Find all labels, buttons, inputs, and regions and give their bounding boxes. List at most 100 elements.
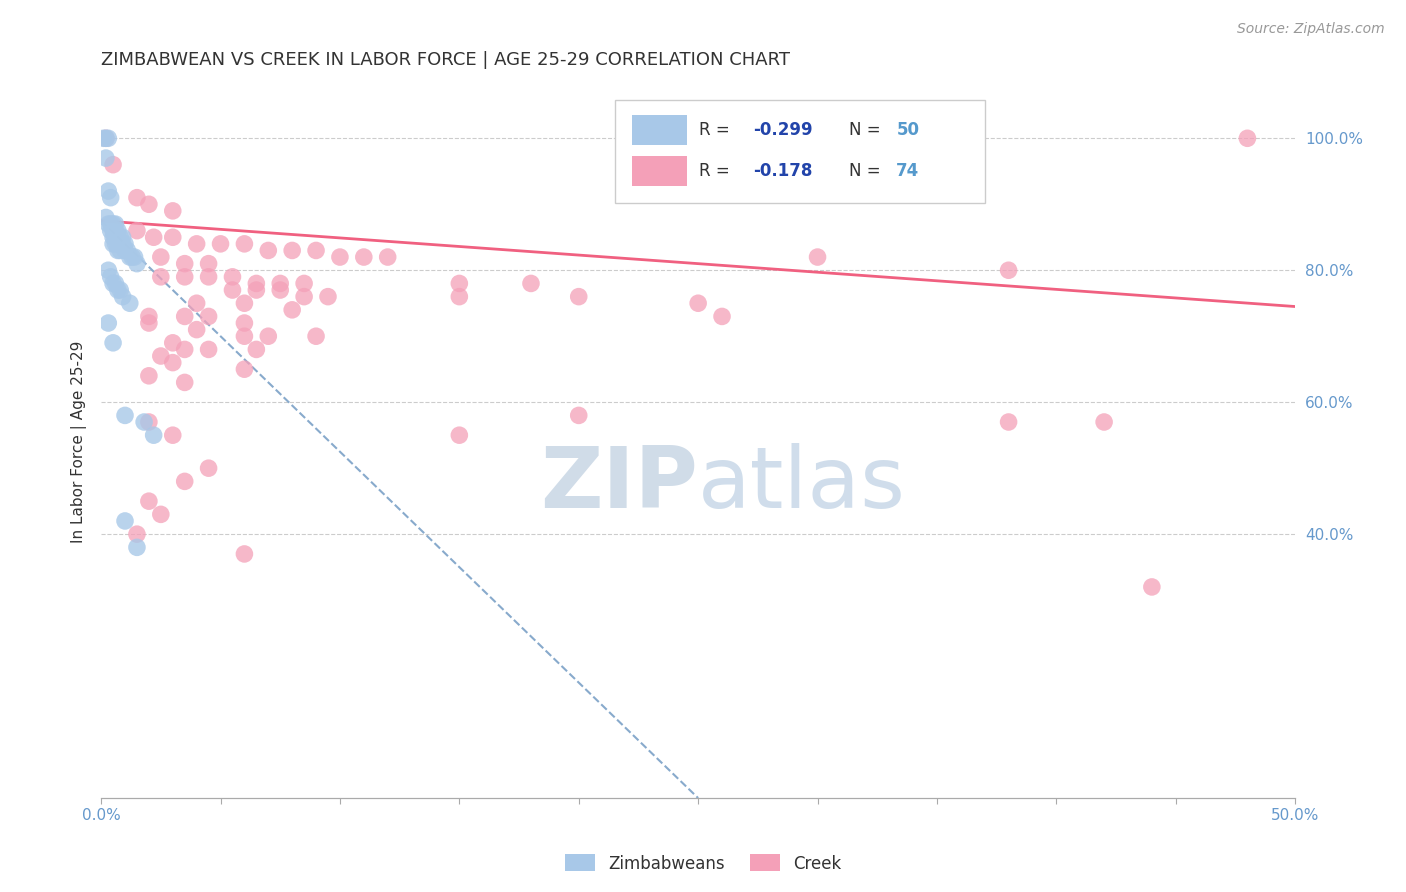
Point — [233, 296, 256, 310]
Text: 50: 50 — [897, 121, 920, 139]
Point — [257, 329, 280, 343]
Point — [449, 428, 471, 442]
Point — [377, 250, 399, 264]
Point — [125, 541, 148, 555]
Point — [305, 329, 328, 343]
Point — [197, 343, 219, 357]
Point — [110, 230, 132, 244]
Text: -0.178: -0.178 — [754, 162, 813, 180]
Point — [117, 244, 139, 258]
Point — [138, 310, 160, 324]
Point — [1236, 131, 1258, 145]
Point — [97, 263, 120, 277]
Point — [114, 236, 136, 251]
Point — [94, 211, 117, 225]
Point — [110, 236, 132, 251]
Point — [125, 224, 148, 238]
Point — [149, 250, 172, 264]
Point — [118, 250, 141, 264]
Point — [162, 356, 184, 370]
Point — [269, 283, 291, 297]
Point — [111, 236, 134, 251]
Point — [162, 203, 184, 218]
Point — [568, 409, 591, 423]
Point — [138, 368, 160, 383]
Point — [142, 230, 165, 244]
Point — [111, 290, 134, 304]
Point — [353, 250, 375, 264]
Point — [107, 230, 129, 244]
Text: N =: N = — [849, 162, 886, 180]
Point — [711, 310, 734, 324]
Point — [94, 131, 117, 145]
Point — [125, 257, 148, 271]
Point — [94, 131, 117, 145]
Point — [186, 323, 208, 337]
Point — [245, 283, 267, 297]
Point — [186, 236, 208, 251]
Point — [100, 191, 122, 205]
Point — [162, 428, 184, 442]
Point — [806, 250, 828, 264]
Point — [449, 277, 471, 291]
Point — [173, 257, 195, 271]
Point — [1140, 580, 1163, 594]
Point — [107, 236, 129, 251]
Point — [97, 217, 120, 231]
Point — [97, 316, 120, 330]
Point — [110, 244, 132, 258]
Text: ZIP: ZIP — [540, 443, 699, 526]
Point — [221, 283, 243, 297]
Point — [121, 250, 143, 264]
Point — [100, 224, 122, 238]
Point — [305, 244, 328, 258]
FancyBboxPatch shape — [633, 156, 688, 186]
Point — [149, 508, 172, 522]
Point — [162, 230, 184, 244]
Point — [257, 244, 280, 258]
Point — [101, 224, 124, 238]
Point — [149, 269, 172, 284]
Point — [107, 224, 129, 238]
Point — [520, 277, 543, 291]
Point — [197, 269, 219, 284]
Point — [101, 230, 124, 244]
Point — [292, 277, 315, 291]
Point — [101, 335, 124, 350]
Point — [997, 415, 1019, 429]
Point — [138, 197, 160, 211]
Point — [233, 547, 256, 561]
Point — [197, 461, 219, 475]
Point — [221, 269, 243, 284]
Point — [114, 514, 136, 528]
Point — [233, 329, 256, 343]
Text: R =: R = — [699, 121, 735, 139]
Point — [997, 263, 1019, 277]
Point — [233, 362, 256, 376]
Point — [138, 494, 160, 508]
Point — [104, 277, 127, 291]
Point — [269, 277, 291, 291]
Point — [124, 250, 146, 264]
Point — [197, 257, 219, 271]
Point — [173, 475, 195, 489]
Point — [104, 224, 127, 238]
Point — [329, 250, 352, 264]
Point — [281, 244, 304, 258]
Point — [104, 217, 127, 231]
Point — [233, 236, 256, 251]
Point — [125, 527, 148, 541]
Point — [162, 335, 184, 350]
Point — [233, 316, 256, 330]
Point — [111, 230, 134, 244]
Point — [197, 310, 219, 324]
Point — [101, 236, 124, 251]
Point — [173, 269, 195, 284]
FancyBboxPatch shape — [614, 100, 984, 203]
Point — [245, 277, 267, 291]
Point — [316, 290, 339, 304]
Legend: Zimbabweans, Creek: Zimbabweans, Creek — [558, 847, 848, 880]
Point — [114, 244, 136, 258]
Point — [101, 217, 124, 231]
Point — [110, 283, 132, 297]
